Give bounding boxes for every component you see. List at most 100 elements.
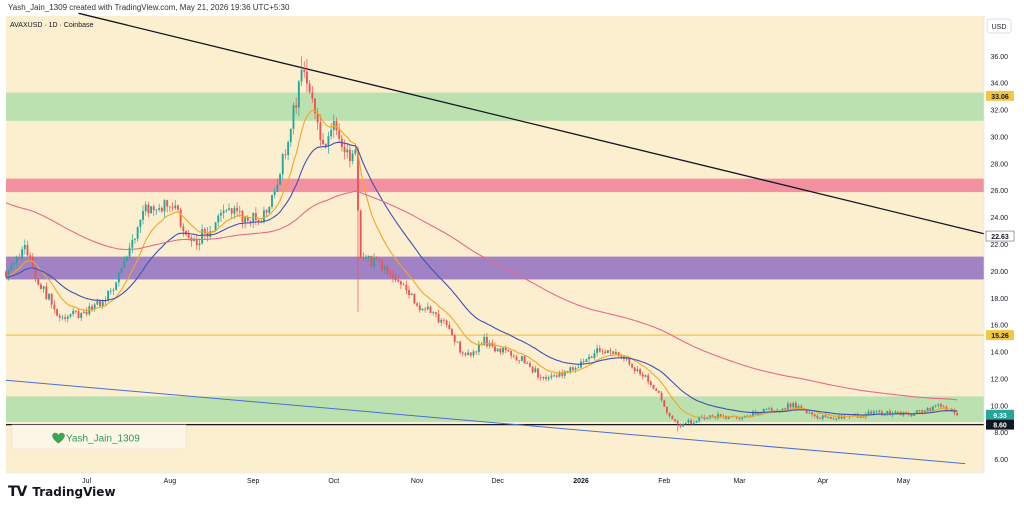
candle-body-191 bbox=[518, 360, 521, 362]
trend-lines bbox=[5, 12, 985, 465]
candle-body-257 bbox=[695, 421, 698, 423]
candle-body-280 bbox=[757, 412, 760, 415]
candle-body-70 bbox=[193, 238, 196, 242]
x-axis[interactable]: Jul Aug Sep Oct Nov Dec 2026 Feb Mar Apr May bbox=[6, 472, 984, 485]
candle-body-205 bbox=[555, 375, 558, 377]
candle-body-123 bbox=[335, 121, 338, 131]
candle-body-73 bbox=[201, 229, 204, 244]
y-axis[interactable]: 6.00 8.00 10.00 12.00 14.00 16.00 18.00 20.00 22… bbox=[983, 16, 1008, 473]
candle-body-91 bbox=[249, 220, 252, 222]
candle-body-131 bbox=[357, 149, 359, 211]
candle-body-269 bbox=[727, 416, 730, 419]
candle-body-200 bbox=[542, 377, 545, 379]
candle-body-141 bbox=[383, 266, 386, 270]
candle-body-161 bbox=[437, 314, 440, 323]
candle-body-223 bbox=[604, 351, 607, 354]
candle-body-0 bbox=[5, 271, 7, 278]
candle-body-212 bbox=[574, 368, 577, 370]
candle-body-156 bbox=[424, 308, 427, 310]
candle-body-30 bbox=[85, 311, 88, 315]
candle-body-50 bbox=[139, 219, 142, 227]
candle-body-83 bbox=[228, 208, 230, 210]
x-tick-label-2: Sep bbox=[247, 478, 260, 485]
candle-body-265 bbox=[717, 414, 719, 419]
candle-body-16 bbox=[48, 294, 50, 300]
candle-body-8 bbox=[26, 244, 29, 256]
ma-line-0 bbox=[5, 109, 958, 419]
y-tick-label-8: 22.00 bbox=[990, 242, 1008, 249]
y-tick-label-7: 20.00 bbox=[990, 269, 1008, 276]
candle-body-211 bbox=[571, 367, 574, 370]
candle-body-65 bbox=[179, 209, 182, 227]
y-tick-label-1: 8.00 bbox=[994, 430, 1008, 437]
candle-body-256 bbox=[692, 422, 695, 424]
y-tick-label-11: 28.00 bbox=[990, 161, 1008, 168]
candle-body-108 bbox=[295, 105, 298, 108]
candle-body-199 bbox=[539, 377, 542, 379]
y-tick-label-12: 30.00 bbox=[990, 134, 1008, 141]
candle-body-346 bbox=[934, 405, 937, 407]
candle-body-43 bbox=[120, 267, 123, 273]
candle-body-281 bbox=[760, 412, 762, 414]
candle-body-307 bbox=[829, 417, 832, 419]
x-tick-label-8: Mar bbox=[733, 478, 746, 485]
candle-body-165 bbox=[448, 324, 451, 329]
candle-body-160 bbox=[434, 312, 437, 315]
candle-body-306 bbox=[827, 417, 830, 418]
candle-body-29 bbox=[82, 311, 85, 313]
currency-button[interactable]: USD bbox=[986, 18, 1012, 34]
candle-body-225 bbox=[609, 350, 612, 352]
candle-body-339 bbox=[915, 410, 918, 414]
price-label-bg-4 bbox=[986, 419, 1014, 430]
candle-body-87 bbox=[238, 210, 241, 212]
candle-body-119 bbox=[324, 144, 327, 147]
candle-body-162 bbox=[440, 319, 443, 323]
candle-body-220 bbox=[596, 348, 599, 354]
candle-body-26 bbox=[74, 310, 77, 312]
y-tick-label-6: 18.00 bbox=[990, 296, 1008, 303]
candle-body-139 bbox=[378, 259, 381, 261]
candle-body-157 bbox=[426, 306, 429, 310]
candle-body-288 bbox=[778, 410, 781, 412]
candle-body-143 bbox=[389, 272, 392, 275]
candle-body-309 bbox=[835, 418, 838, 420]
ma-line-1 bbox=[5, 141, 958, 416]
candle-body-231 bbox=[625, 358, 628, 360]
candle-body-173 bbox=[469, 352, 472, 356]
candle-body-292 bbox=[789, 403, 792, 408]
candle-body-128 bbox=[348, 149, 351, 162]
candle-body-105 bbox=[287, 142, 290, 156]
candle-body-201 bbox=[545, 377, 547, 379]
candle-body-42 bbox=[117, 272, 120, 283]
trendline-1 bbox=[5, 379, 966, 465]
candle-body-291 bbox=[786, 403, 789, 410]
candle-body-154 bbox=[418, 305, 421, 311]
candle-body-21 bbox=[61, 317, 64, 319]
price-label-bg-0 bbox=[986, 90, 1014, 101]
candle-body-86 bbox=[236, 207, 239, 211]
candle-body-207 bbox=[561, 372, 564, 376]
candle-body-164 bbox=[445, 320, 448, 325]
candle-body-236 bbox=[639, 369, 642, 375]
candle-body-84 bbox=[230, 208, 233, 214]
candle-body-102 bbox=[279, 174, 281, 185]
candle-body-46 bbox=[128, 247, 131, 257]
candle-body-180 bbox=[488, 342, 491, 347]
candle-body-96 bbox=[262, 210, 265, 222]
candle-body-276 bbox=[746, 415, 749, 417]
candle-body-135 bbox=[367, 255, 370, 258]
candle-body-97 bbox=[265, 210, 268, 213]
candle-body-54 bbox=[150, 206, 153, 214]
candle-body-348 bbox=[940, 404, 942, 407]
candle-body-285 bbox=[770, 408, 773, 411]
zone-1 bbox=[6, 178, 984, 193]
price-label-4: 8.60 bbox=[993, 423, 1007, 430]
candle-body-140 bbox=[381, 260, 384, 270]
candle-body-169 bbox=[459, 341, 462, 353]
candle-body-36 bbox=[101, 301, 104, 307]
candle-body-304 bbox=[821, 415, 824, 419]
candle-body-233 bbox=[631, 364, 633, 368]
candle-body-1 bbox=[7, 270, 10, 278]
candle-body-59 bbox=[163, 200, 166, 212]
